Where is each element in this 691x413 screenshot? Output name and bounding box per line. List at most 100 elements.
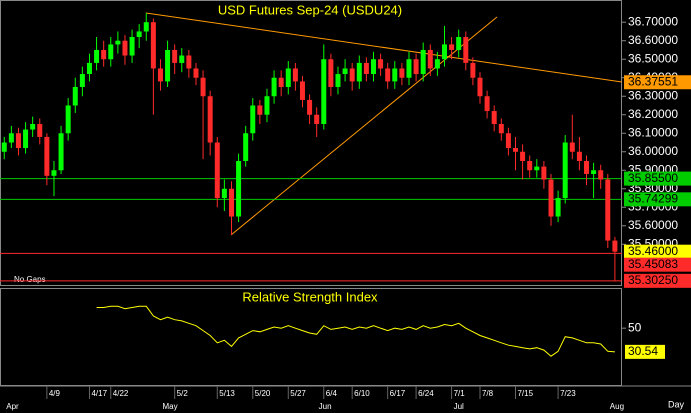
y-tick-label: 36.30000 — [628, 88, 678, 102]
price-label-box — [624, 75, 691, 90]
price-label-box — [624, 192, 691, 207]
candle-body — [23, 129, 29, 149]
candle-body — [328, 59, 334, 87]
candle-body — [569, 142, 575, 152]
candle-body — [491, 111, 497, 124]
candle-body — [335, 74, 341, 87]
candle-body — [583, 161, 589, 174]
x-axis-label: Day — [668, 399, 685, 409]
candle-body — [484, 96, 490, 112]
x-tick-label: 5/20 — [255, 389, 271, 398]
candle-body — [79, 74, 85, 87]
candle-body — [420, 49, 426, 75]
month-label: Jun — [319, 402, 332, 411]
price-label: 36.37551 — [628, 74, 678, 88]
candle-body — [441, 44, 447, 60]
candle-body — [456, 37, 462, 50]
x-tick-label: 4/22 — [113, 389, 129, 398]
price-label: 35.85500 — [628, 171, 678, 185]
x-tick-label: 6/24 — [418, 389, 434, 398]
candle-body — [505, 133, 511, 149]
y-tick-label: 35.60000 — [628, 218, 678, 232]
candle-body — [548, 179, 554, 217]
candle-body — [356, 62, 362, 82]
candle-body — [307, 99, 313, 115]
candle-body — [285, 68, 291, 87]
candle-body — [562, 142, 568, 199]
candle-body — [72, 86, 78, 106]
candle-body — [512, 148, 518, 152]
candle-body — [207, 96, 213, 143]
candle-body — [498, 123, 504, 134]
price-label: 35.30250 — [628, 273, 678, 287]
candle-body — [413, 59, 419, 75]
candle-body — [370, 59, 376, 75]
candle-body — [271, 77, 277, 97]
candle-body — [37, 123, 43, 137]
candle-body — [157, 68, 163, 82]
price-label-box — [624, 273, 691, 288]
candle-body — [172, 49, 178, 63]
candle-body — [101, 49, 107, 60]
candle-body — [136, 31, 142, 38]
price-panel — [0, 0, 622, 286]
x-tick-label: 5/2 — [177, 389, 189, 398]
price-label: 35.46000 — [628, 244, 678, 258]
candle-body — [299, 81, 305, 100]
candle-body — [392, 68, 398, 82]
note: No Gaps — [14, 275, 46, 284]
month-label: Aug — [610, 402, 624, 411]
candle-body — [15, 133, 21, 149]
candle-body — [51, 170, 57, 176]
x-tick-label: 6/10 — [354, 389, 370, 398]
month-label: May — [162, 402, 177, 411]
candle-body — [349, 68, 355, 82]
candle-body — [470, 62, 476, 78]
rsi-value-box — [625, 344, 665, 359]
candle-body — [94, 49, 100, 63]
price-label-box — [624, 257, 691, 272]
candle-body — [165, 49, 171, 82]
x-tick-label: 5/27 — [290, 389, 306, 398]
candle-body — [463, 37, 469, 63]
candle-body — [406, 59, 412, 78]
candle-body — [520, 151, 526, 162]
candle-body — [576, 151, 582, 162]
candle-body — [541, 166, 547, 180]
month-label: Apr — [6, 402, 19, 411]
candle-body — [399, 68, 405, 78]
candle-body — [108, 44, 114, 60]
candle-body — [44, 136, 50, 176]
candle-body — [179, 55, 185, 63]
candle-body — [321, 59, 327, 124]
candle-body — [591, 170, 597, 174]
candle-body — [115, 40, 121, 45]
x-tick-label: 7/23 — [560, 389, 576, 398]
candle-body — [214, 142, 220, 199]
y-tick-label: 36.10000 — [628, 125, 678, 139]
candle-body — [1, 142, 7, 152]
candle-body — [228, 188, 234, 217]
candle-body — [378, 59, 384, 69]
trendline — [145, 12, 623, 83]
y-tick-label: 50 — [628, 320, 642, 334]
candle-body — [264, 96, 270, 115]
month-label: Jul — [454, 402, 464, 411]
candle-body — [449, 44, 455, 50]
candle-body — [427, 49, 433, 69]
candle-body — [186, 55, 192, 69]
candle-body — [612, 240, 618, 252]
candle-body — [363, 62, 369, 75]
candle-body — [58, 133, 64, 171]
y-tick-label: 36.50000 — [628, 51, 678, 65]
x-tick-label: 4/17 — [91, 389, 107, 398]
x-tick-label: 4/9 — [49, 389, 61, 398]
price-label: 35.45083 — [628, 257, 678, 271]
x-tick-label: 6/17 — [390, 389, 406, 398]
candle-body — [555, 198, 561, 217]
chart-title: USD Futures Sep-24 (USDU24) — [218, 2, 402, 17]
y-tick-label: 36.70000 — [628, 14, 678, 28]
price-label-box — [624, 244, 691, 259]
candle-body — [385, 68, 391, 82]
